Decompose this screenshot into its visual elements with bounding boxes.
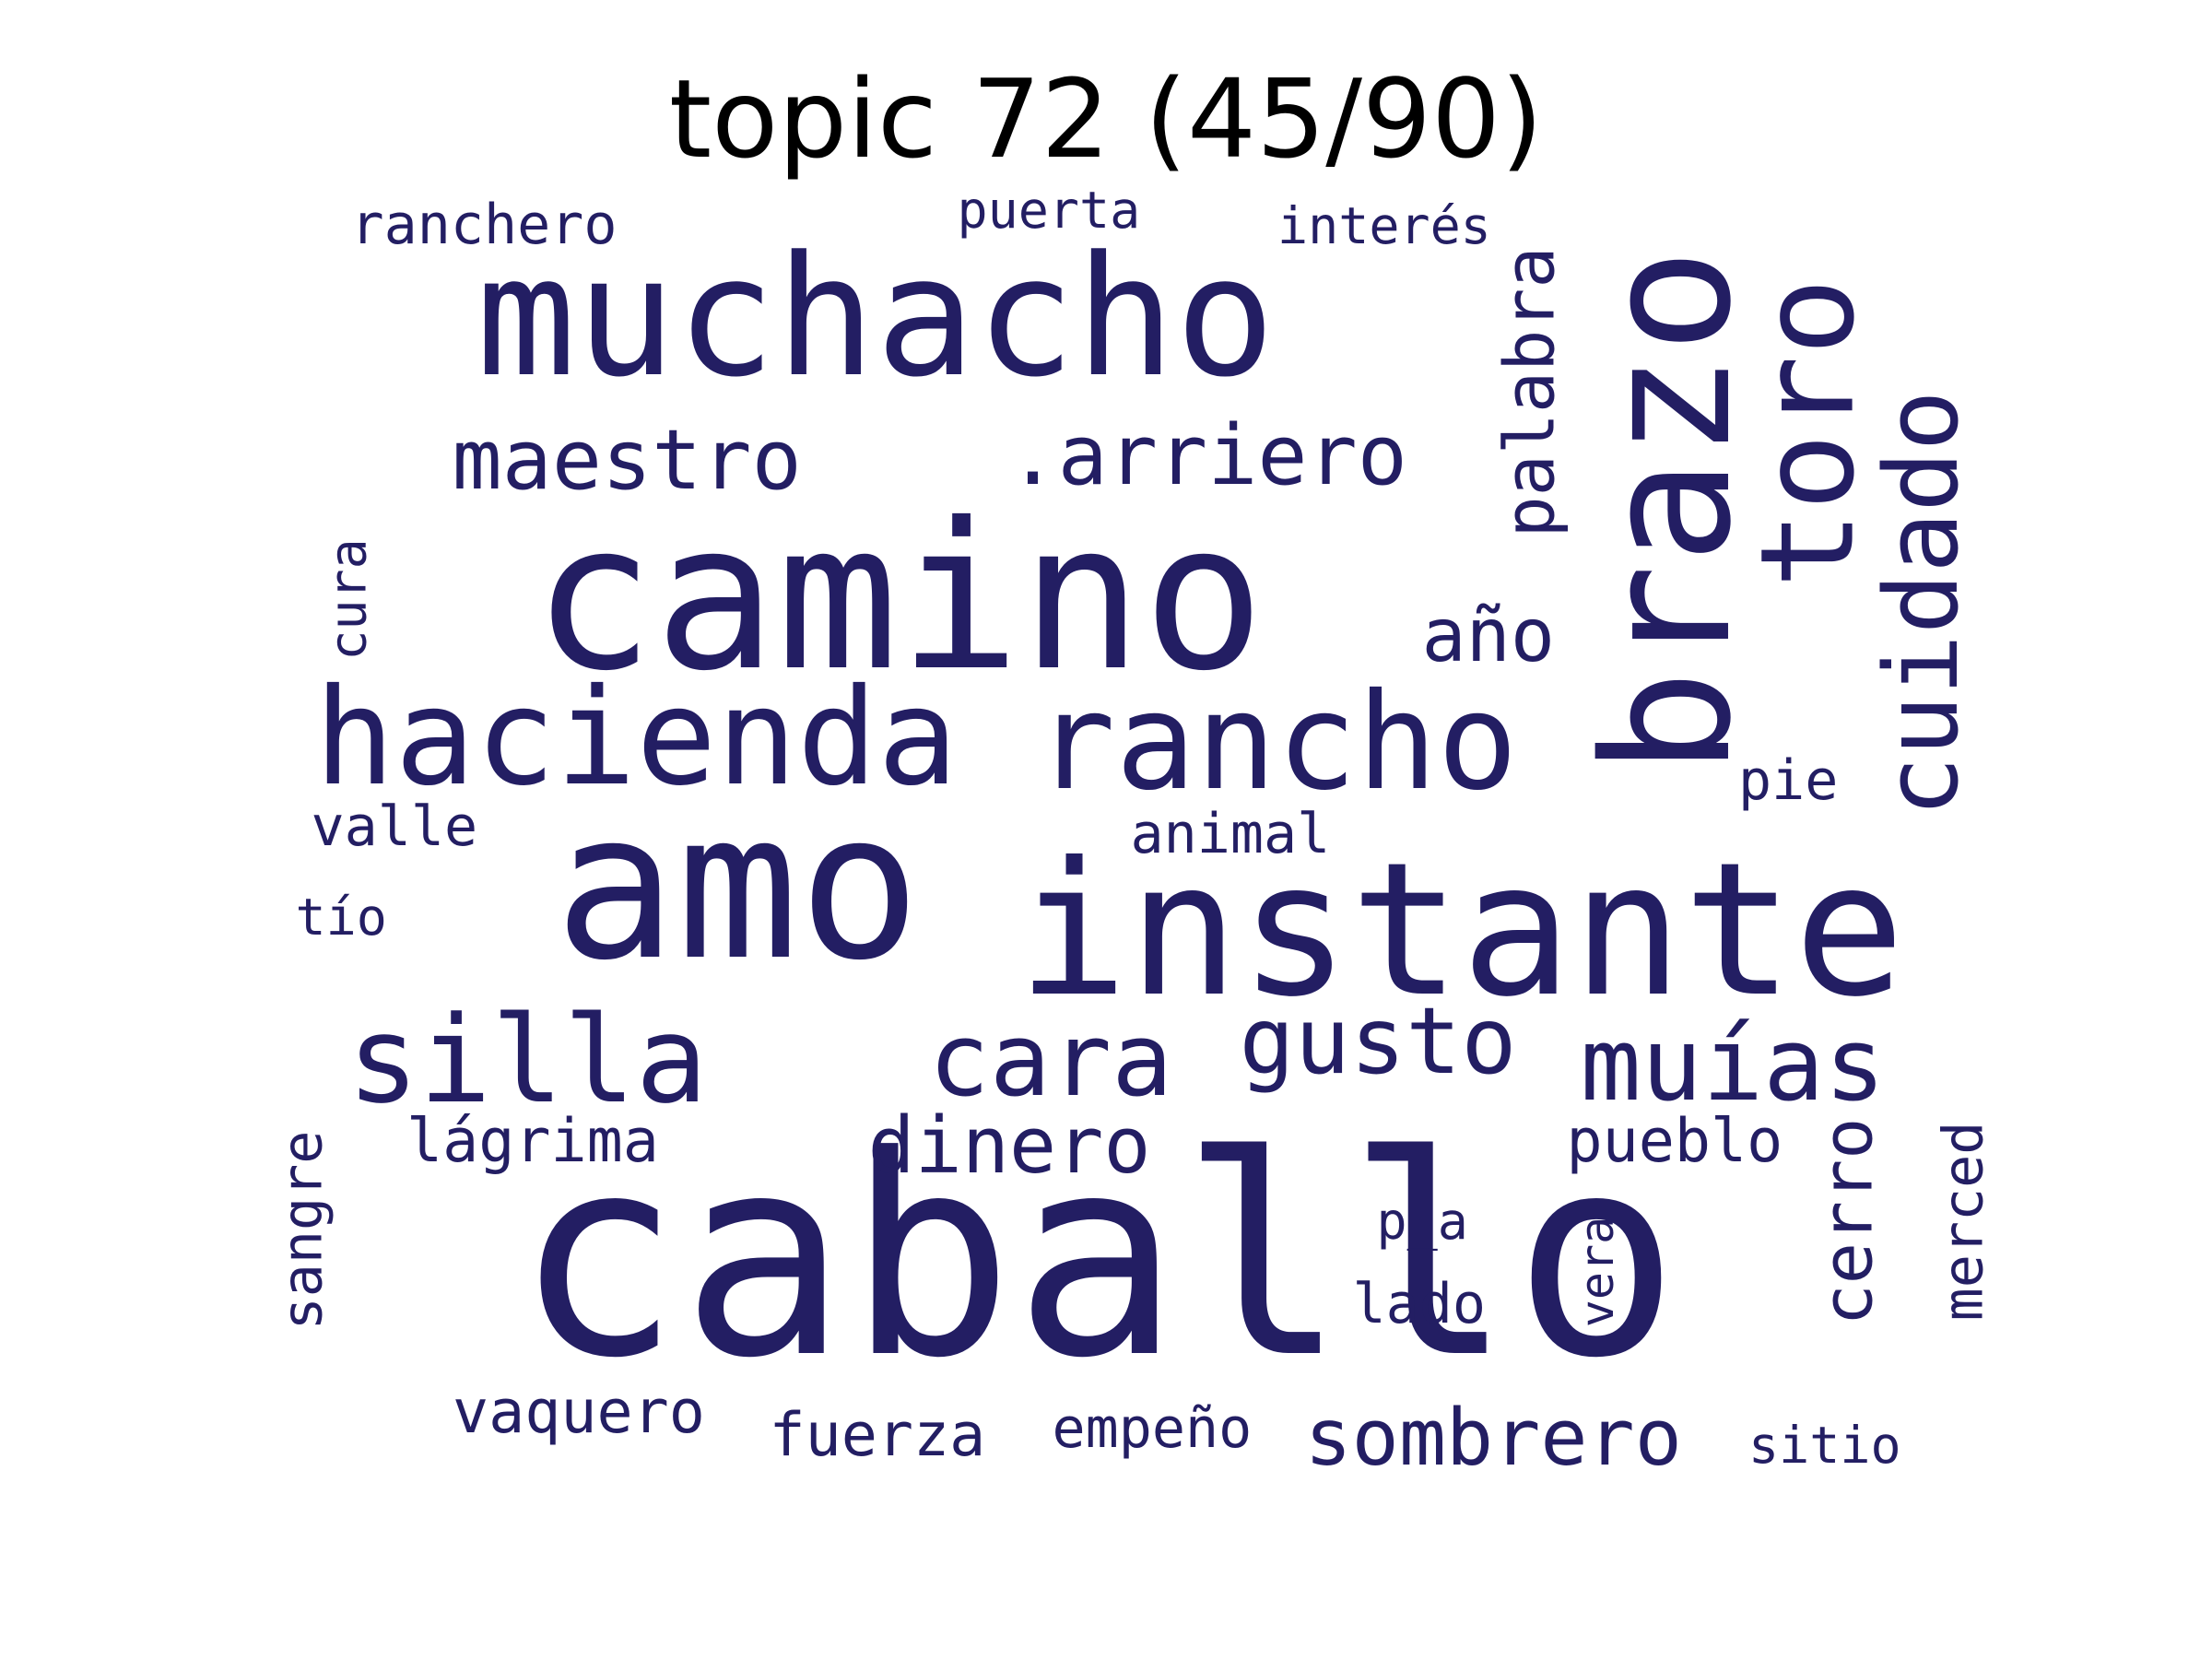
word-palabra: palabra [1488,245,1571,538]
word-lado: lado [1352,1272,1487,1336]
word-muchacho: muchacho [476,221,1276,414]
word-empe-o: empeño [1052,1396,1253,1461]
word-animal: animal [1130,802,1331,866]
word-arriero: .arriero [1007,407,1407,504]
word-a-o: año [1421,593,1556,678]
word-fuerza: fuerza [769,1400,986,1470]
word-rancho: rancho [1035,664,1518,820]
word-pie: pie [1738,748,1839,813]
word-cerro: cerro [1806,1117,1888,1325]
word-sangre: sangre [269,1130,335,1331]
word-dinero: dinero [867,1100,1151,1192]
word-ranchero: ranchero [350,193,618,257]
word-sombrero: sombrero [1304,1392,1682,1484]
word-brazo: brazo [1565,248,1770,775]
word-vaquero: vaquero [453,1377,705,1447]
word-sitio: sitio [1748,1415,1901,1475]
word-t-o: tío [295,887,387,947]
word-puerta: puerta [957,180,1141,240]
word-pueblo: pueblo [1566,1106,1783,1176]
word-caballo: caballo [514,1097,1680,1418]
word-amo: amo [554,769,921,1005]
word-merced: merced [1930,1121,1995,1322]
word-cura: cura [318,537,378,661]
word-mu-as: muías [1580,1006,1886,1124]
word-camino: camino [532,479,1265,715]
word-toro: toro [1733,277,1884,589]
word-cuidado: cuidado [1862,390,1981,818]
word-inter-s: interés [1277,195,1491,255]
word-p-a: p_a [1376,1191,1468,1251]
word-l-grima: lágrima [406,1106,659,1176]
word-silla: silla [347,990,708,1130]
word-valle: valle [311,794,478,859]
word-instante: instante [1017,823,1905,1038]
word-hacienda: hacienda [314,659,959,816]
word-vera: vera [1571,1216,1625,1328]
word-maestro: maestro [452,412,802,509]
word-gusto: gusto [1239,987,1517,1095]
figure-title: topic 72 (45/90) [668,55,1544,182]
word-cara: cara [928,1001,1173,1119]
